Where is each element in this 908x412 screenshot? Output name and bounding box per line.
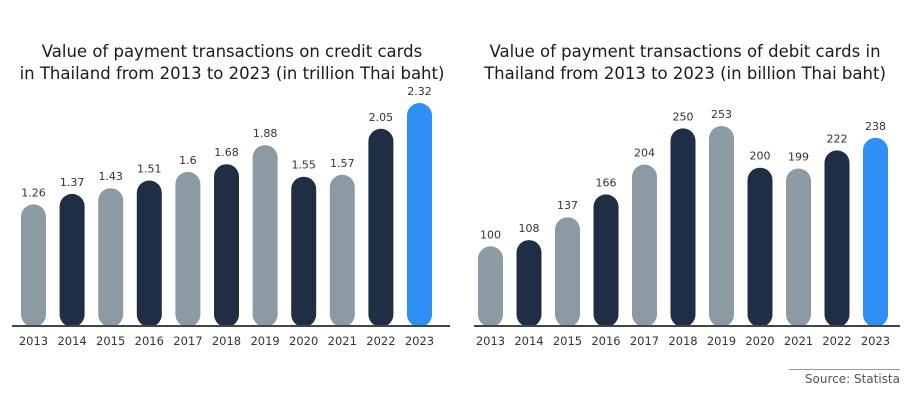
debit-card-bar-chart: 100 2013 108 2014 137 2015 166 2016 204 2017 250 20… (474, 108, 900, 348)
credit-bar-2017 (175, 171, 201, 327)
credit-x-tick-2023: 2023 (405, 334, 434, 348)
debit-bar-2022 (824, 150, 850, 327)
debit-chart-title: Value of payment transactions of debit c… (462, 41, 908, 85)
debit-chart-title-line-1: Value of payment transactions of debit c… (489, 42, 881, 61)
credit-value-label-2021: 1.57 (330, 157, 355, 170)
debit-bar-2019 (709, 126, 734, 327)
debit-x-tick-2019: 2019 (707, 334, 736, 348)
debit-value-label-2021: 199 (788, 151, 809, 164)
debit-x-tick-2023: 2023 (861, 334, 890, 348)
debit-bar-2014 (516, 240, 542, 327)
credit-bar-2023 (407, 103, 432, 327)
credit-bar-2013 (21, 204, 46, 327)
credit-x-tick-2019: 2019 (250, 334, 279, 348)
credit-value-label-2015: 1.43 (98, 170, 123, 183)
credit-value-label-2019: 1.88 (253, 127, 278, 140)
credit-x-tick-2016: 2016 (135, 334, 164, 348)
credit-bar-2015 (98, 188, 124, 327)
credit-bar-2021 (329, 174, 355, 327)
debit-value-label-2018: 250 (673, 110, 694, 123)
debit-bar-2023 (863, 137, 888, 327)
credit-value-label-2020: 1.55 (291, 159, 316, 172)
debit-x-axis-line (474, 325, 900, 327)
credit-chart-title-line-2: in Thailand from 2013 to 2023 (in trilli… (19, 64, 445, 83)
debit-value-label-2015: 137 (557, 199, 578, 212)
credit-bar-2020 (291, 176, 317, 327)
credit-chart-title: Value of payment transactions on credit … (0, 41, 464, 85)
credit-x-tick-2015: 2015 (96, 334, 125, 348)
credit-bar-2014 (59, 193, 85, 327)
credit-bar-2016 (136, 180, 162, 327)
credit-bar-2022 (368, 128, 394, 327)
credit-x-tick-2021: 2021 (328, 334, 357, 348)
credit-x-tick-2014: 2014 (57, 334, 86, 348)
credit-x-tick-2018: 2018 (212, 334, 241, 348)
debit-x-tick-2016: 2016 (591, 334, 620, 348)
debit-value-label-2014: 108 (519, 222, 540, 235)
debit-x-tick-2022: 2022 (822, 334, 851, 348)
debit-bar-2013 (478, 246, 503, 327)
source-note: Source: Statista (804, 372, 900, 386)
debit-value-label-2023: 238 (865, 120, 886, 133)
credit-value-label-2016: 1.51 (137, 163, 162, 176)
debit-bar-2016 (593, 194, 619, 327)
debit-bar-2020 (747, 167, 773, 327)
debit-x-tick-2017: 2017 (630, 334, 659, 348)
source-divider (789, 369, 900, 370)
debit-bar-2018 (670, 128, 696, 327)
credit-x-tick-2013: 2013 (19, 334, 48, 348)
debit-x-tick-2014: 2014 (514, 334, 543, 348)
credit-value-label-2022: 2.05 (369, 111, 394, 124)
debit-chart-title-line-2: Thailand from 2013 to 2023 (in billion T… (484, 64, 886, 83)
credit-value-label-2017: 1.6 (179, 154, 197, 167)
debit-x-tick-2020: 2020 (745, 334, 774, 348)
credit-bar-2019 (252, 145, 278, 327)
debit-x-tick-2013: 2013 (476, 334, 505, 348)
debit-x-tick-2015: 2015 (553, 334, 582, 348)
debit-x-tick-2021: 2021 (784, 334, 813, 348)
credit-x-axis-line (12, 325, 450, 327)
debit-value-label-2019: 253 (711, 108, 732, 121)
credit-card-bar-chart: 1.26 2013 1.37 2014 1.43 2015 1.51 2016 1.6 2017 1… (12, 85, 450, 348)
credit-value-label-2013: 1.26 (21, 186, 46, 199)
debit-value-label-2013: 100 (480, 228, 501, 241)
credit-x-tick-2022: 2022 (366, 334, 395, 348)
debit-x-tick-2018: 2018 (668, 334, 697, 348)
credit-value-label-2023: 2.32 (407, 85, 432, 98)
credit-bar-2018 (214, 164, 239, 327)
debit-bar-2017 (632, 164, 657, 327)
debit-value-label-2022: 222 (827, 132, 848, 145)
debit-bar-2015 (555, 217, 580, 327)
debit-value-label-2016: 166 (596, 176, 617, 189)
credit-x-tick-2020: 2020 (289, 334, 318, 348)
credit-x-tick-2017: 2017 (173, 334, 202, 348)
credit-value-label-2018: 1.68 (214, 146, 239, 159)
credit-chart-title-line-1: Value of payment transactions on credit … (41, 42, 423, 61)
debit-bar-2021 (786, 168, 811, 327)
credit-value-label-2014: 1.37 (60, 176, 85, 189)
debit-value-label-2020: 200 (750, 150, 771, 163)
debit-value-label-2017: 204 (634, 147, 655, 160)
